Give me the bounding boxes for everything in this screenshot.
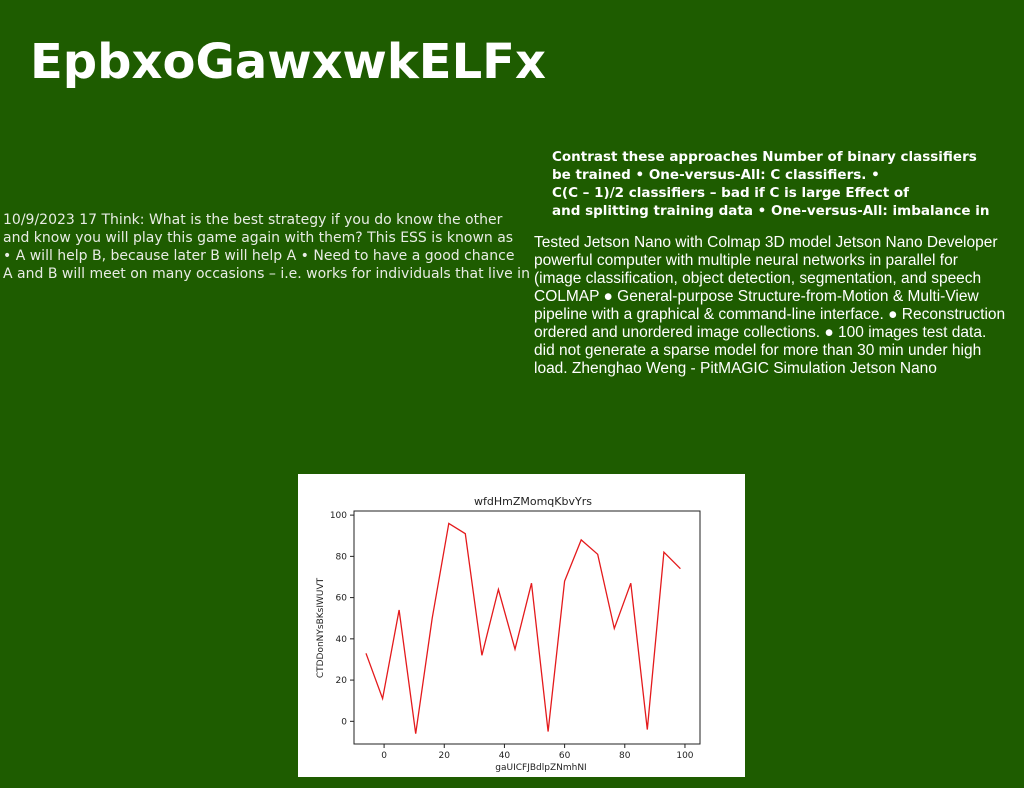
right-text-line: load. Zhenghao Weng - PitMAGIC Simulatio… [534, 360, 937, 377]
chart-plot-frame [353, 510, 701, 745]
x-tick-label: 100 [676, 751, 693, 761]
line-chart: wfdHmZMomqKbvYrs gaUICFJBdlpZNmhNI CTDDo… [298, 474, 745, 777]
bold-text-line: and splitting training data • One-versus… [552, 203, 990, 219]
right-text-line: did not generate a sparse model for more… [534, 342, 982, 359]
left-text-line: • A will help B, because later B will he… [3, 248, 515, 264]
right-text-block: Tested Jetson Nano with Colmap 3D model … [534, 234, 1022, 378]
bold-text-line: Contrast these approaches Number of bina… [552, 149, 977, 165]
right-text-line: pipeline with a graphical & command-line… [534, 306, 1006, 323]
left-text-line: 10/9/2023 17 Think: What is the best str… [3, 212, 503, 228]
y-tick-label: 80 [336, 552, 348, 562]
right-text-line: COLMAP ● General-purpose Structure-from-… [534, 288, 979, 305]
chart-ticks: 0 20 40 60 80 100 0 20 40 60 80 100 [330, 511, 694, 761]
left-text-block: 10/9/2023 17 Think: What is the best str… [3, 211, 533, 283]
y-tick-label: 0 [341, 717, 347, 727]
bold-text-line: be trained • One-versus-All: C classifie… [552, 167, 880, 183]
right-text-line: powerful computer with multiple neural n… [534, 252, 958, 269]
y-tick-label: 60 [336, 594, 348, 604]
right-text-line: ordered and unordered image collections.… [534, 324, 987, 341]
y-tick-label: 40 [336, 635, 348, 645]
bold-text-block: Contrast these approaches Number of bina… [552, 148, 1022, 220]
y-tick-label: 20 [336, 676, 348, 686]
chart-lines [365, 522, 681, 734]
series-line [365, 522, 681, 734]
left-text-line: and know you will play this game again w… [3, 230, 514, 246]
right-text-line: (image classification, object detection,… [534, 270, 982, 287]
page-title: EpbxoGawxwkELFx [30, 34, 546, 90]
y-tick-label: 100 [330, 511, 347, 521]
x-tick-label: 20 [439, 751, 451, 761]
chart-title: wfdHmZMomqKbvYrs [474, 495, 592, 508]
bold-text-line: C(C – 1)/2 classifiers – bad if C is lar… [552, 185, 910, 201]
right-text-line: Tested Jetson Nano with Colmap 3D model … [534, 234, 998, 251]
chart-x-axis-label: gaUICFJBdlpZNmhNI [495, 763, 586, 773]
left-text-line: A and B will meet on many occasions – i.… [3, 266, 530, 282]
x-tick-label: 80 [619, 751, 631, 761]
x-tick-label: 0 [381, 751, 387, 761]
x-tick-label: 60 [559, 751, 571, 761]
chart-y-axis-label: CTDDonNYsBKsIWUVT [316, 577, 326, 678]
chart-svg: wfdHmZMomqKbvYrs gaUICFJBdlpZNmhNI CTDDo… [316, 495, 701, 773]
x-tick-label: 40 [499, 751, 511, 761]
